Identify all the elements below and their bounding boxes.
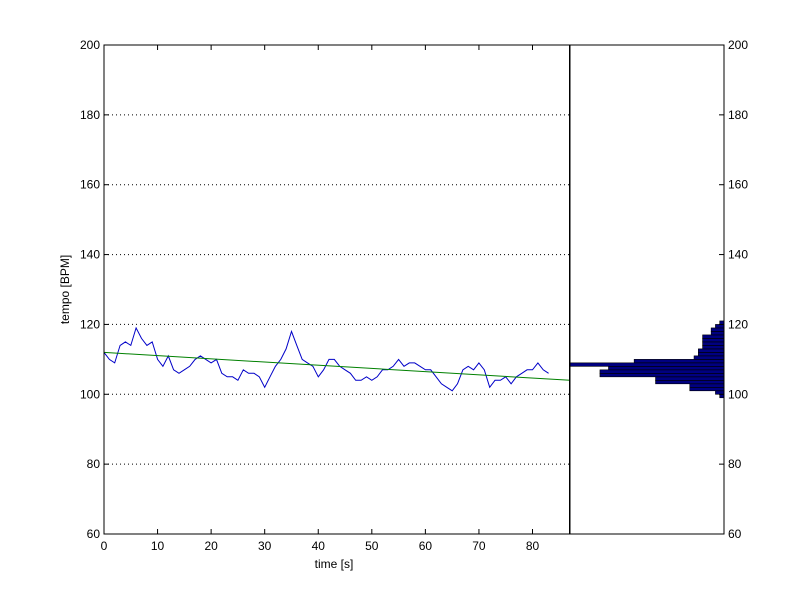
histogram-bar <box>608 366 725 371</box>
histogram-plot-area <box>570 45 724 534</box>
histogram-bar <box>719 320 725 325</box>
y-tick-label: 60 <box>87 527 101 541</box>
histogram-bar <box>599 369 725 374</box>
histogram-axes-box <box>569 44 725 535</box>
trend-line <box>103 351 571 381</box>
x-tick-label: 40 <box>312 539 326 553</box>
x-axis-label: time [s] <box>315 557 354 571</box>
histogram-bar <box>710 331 725 336</box>
histogram-bar <box>693 355 725 360</box>
histogram-y-tick-label: 200 <box>728 38 748 52</box>
y-tick-label: 180 <box>80 108 100 122</box>
x-tick-label: 60 <box>419 539 433 553</box>
histogram-bar <box>702 341 725 346</box>
x-tick-label: 30 <box>258 539 272 553</box>
x-tick-label: 80 <box>526 539 540 553</box>
histogram-y-ticks: 60 80 100 120 140 160 180 200 <box>719 38 748 541</box>
histogram-bar <box>633 359 725 364</box>
histogram-bar <box>689 383 725 388</box>
histogram-y-tick-label: 80 <box>728 457 742 471</box>
x-tick-label: 20 <box>204 539 218 553</box>
histogram-y-tick-label: 140 <box>728 248 748 262</box>
histogram-bar <box>719 393 725 399</box>
y-tick-label: 100 <box>80 387 100 401</box>
histogram-y-tick-label: 100 <box>728 387 748 401</box>
histogram-bar <box>698 352 725 357</box>
histogram-y-tick-label: 60 <box>728 527 742 541</box>
x-tick-label: 50 <box>365 539 379 553</box>
y-tick-label: 160 <box>80 178 100 192</box>
histogram-bar <box>698 348 725 353</box>
main-x-ticks: 0 10 20 30 40 50 60 70 80 <box>101 45 540 553</box>
tempo-time-axes: 0 10 20 30 40 50 60 70 80 60 80 100 120 140 160 180 200… <box>58 38 571 571</box>
tempo-line <box>103 326 549 392</box>
main-plot-area <box>104 45 570 534</box>
histogram-bar <box>599 373 725 378</box>
histogram-y-tick-label: 120 <box>728 317 748 331</box>
x-tick-label: 10 <box>151 539 165 553</box>
histogram-bar <box>655 376 725 381</box>
main-y-ticks: 60 80 100 120 140 160 180 200 <box>80 38 109 541</box>
main-series-group <box>103 326 571 392</box>
histogram-bar <box>689 386 725 392</box>
x-tick-label: 0 <box>101 539 108 553</box>
y-axis-label: tempo [BPM] <box>58 255 72 324</box>
histogram-bar <box>569 362 725 367</box>
y-tick-label: 140 <box>80 248 100 262</box>
y-tick-label: 200 <box>80 38 100 52</box>
histogram-bar <box>715 390 725 395</box>
histogram-y-tick-label: 180 <box>728 108 748 122</box>
histogram-bar <box>702 345 725 350</box>
histogram-y-tick-label: 160 <box>728 178 748 192</box>
histogram-bar <box>710 327 725 332</box>
y-tick-label: 80 <box>87 457 101 471</box>
histogram-bar <box>702 334 725 339</box>
tempo-histogram-axes: 60 80 100 120 140 160 180 200 <box>569 38 748 541</box>
x-tick-label: 70 <box>472 539 486 553</box>
histogram-bar <box>715 324 725 329</box>
histogram-bar <box>702 338 725 343</box>
y-tick-label: 120 <box>80 317 100 331</box>
histogram-bar <box>655 380 725 385</box>
main-gridlines <box>104 114 570 465</box>
